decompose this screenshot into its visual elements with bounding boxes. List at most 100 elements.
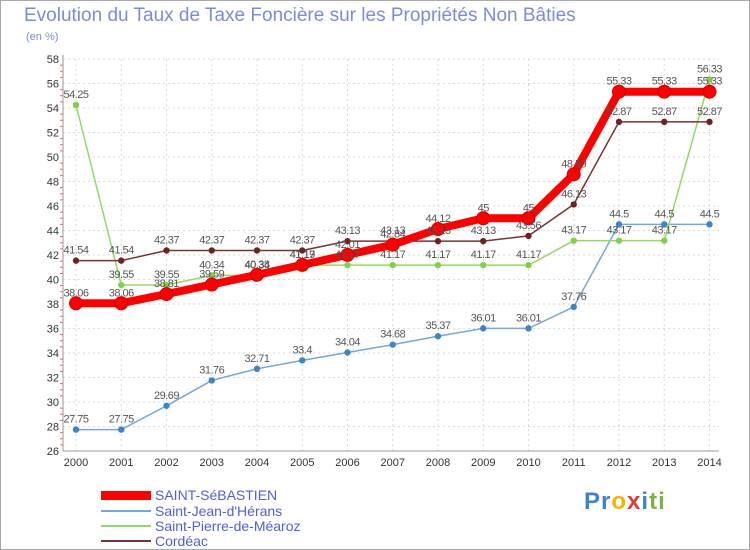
data-label-cordeac: 46.13 — [561, 188, 586, 200]
data-point-cordeac — [299, 247, 306, 254]
y-tick-label: 58 — [47, 54, 59, 66]
x-tick-label: 2009 — [471, 457, 495, 469]
legend-label-cordeac: Cordéac — [155, 533, 208, 549]
y-tick-label: 44 — [47, 226, 59, 238]
data-label-saint-sebastien: 42.84 — [380, 229, 405, 241]
data-label-saint-sebastien: 38.81 — [154, 278, 179, 290]
data-label-saint-jean-d-herans: 32.71 — [244, 353, 269, 365]
data-point-saint-pierre-de-mearoz — [344, 261, 351, 269]
data-label-saint-sebastien: 40.38 — [244, 259, 269, 271]
legend-swatch-cordeac — [101, 540, 151, 542]
data-point-cordeac — [434, 237, 442, 245]
data-point-cordeac — [661, 118, 668, 126]
chart-subtitle: (en %) — [26, 31, 59, 43]
data-label-saint-pierre-de-mearoz: 56.33 — [697, 63, 722, 75]
data-label-cordeac: 42.37 — [154, 234, 179, 246]
data-point-saint-sebastien — [521, 211, 536, 226]
data-point-saint-jean-d-herans — [661, 221, 668, 228]
data-label-cordeac: 43.13 — [425, 225, 450, 237]
data-point-saint-sebastien — [114, 296, 129, 311]
y-tick-label: 28 — [47, 422, 59, 434]
data-label-saint-pierre-de-mearoz: 39.55 — [154, 269, 179, 281]
data-point-saint-sebastien — [702, 84, 717, 99]
data-point-saint-pierre-de-mearoz — [118, 281, 125, 289]
data-label-saint-jean-d-herans: 31.76 — [199, 364, 224, 376]
data-label-saint-pierre-de-mearoz: 41.17 — [380, 249, 405, 261]
data-point-cordeac — [615, 118, 623, 126]
data-label-saint-pierre-de-mearoz: 41.17 — [425, 249, 450, 261]
legend-swatch-saint-sebastien — [101, 491, 151, 500]
proxiti-logo: Proxiti — [584, 488, 666, 516]
data-label-cordeac: 43.13 — [380, 225, 405, 237]
x-tick-label: 2002 — [154, 457, 178, 469]
data-label-saint-pierre-de-mearoz: 41.17 — [516, 249, 541, 261]
legend-label-saint-pierre-de-mearoz: Saint-Pierre-de-Méaroz — [155, 518, 301, 534]
data-point-saint-sebastien — [566, 167, 581, 182]
data-point-saint-sebastien — [476, 211, 491, 226]
data-label-saint-sebastien: 55.33 — [606, 76, 631, 88]
data-label-saint-sebastien: 44.12 — [425, 213, 450, 225]
data-label-saint-pierre-de-mearoz: 43.17 — [606, 225, 631, 237]
data-label-cordeac: 42.37 — [290, 234, 315, 246]
data-point-saint-jean-d-herans — [434, 333, 442, 340]
data-label-saint-jean-d-herans: 35.37 — [425, 320, 450, 332]
data-point-saint-pierre-de-mearoz — [434, 261, 442, 269]
data-point-cordeac — [208, 247, 215, 254]
legend-label-saint-sebastien: SAINT-SéBASTIEN — [155, 487, 278, 503]
data-point-cordeac — [525, 232, 532, 240]
data-point-cordeac — [253, 247, 261, 254]
data-point-cordeac — [344, 237, 351, 245]
data-point-cordeac — [570, 201, 577, 208]
data-label-cordeac: 43.13 — [471, 225, 496, 237]
y-tick-label: 50 — [47, 152, 59, 164]
data-label-saint-sebastien: 38.06 — [109, 287, 134, 299]
data-label-saint-pierre-de-mearoz: 41.17 — [335, 249, 360, 261]
data-point-saint-sebastien — [69, 296, 83, 311]
data-label-saint-jean-d-herans: 34.04 — [335, 337, 360, 349]
data-label-saint-jean-d-herans: 37.76 — [561, 291, 586, 303]
data-point-cordeac — [706, 118, 713, 126]
data-point-saint-sebastien — [657, 84, 672, 99]
data-label-cordeac: 43.56 — [516, 220, 541, 232]
data-point-saint-pierre-de-mearoz — [570, 237, 577, 244]
logo-letter: i — [658, 488, 666, 515]
data-point-saint-jean-d-herans — [163, 402, 170, 409]
x-tick-label: 2014 — [697, 457, 721, 469]
logo-letter: o — [611, 488, 628, 515]
legend-swatch-saint-pierre-de-mearoz — [101, 525, 151, 527]
data-label-saint-jean-d-herans: 27.75 — [63, 414, 88, 426]
chart-title: Evolution du Taux de Taxe Foncière sur l… — [24, 5, 576, 26]
y-tick-label: 30 — [47, 397, 59, 409]
data-label-cordeac: 43.13 — [335, 225, 360, 237]
data-point-cordeac — [118, 257, 125, 264]
x-tick-label: 2005 — [290, 457, 314, 469]
legend-swatch-saint-jean-d-herans — [101, 510, 151, 512]
data-label-saint-pierre-de-mearoz: 41.17 — [290, 249, 315, 261]
data-point-saint-sebastien — [250, 267, 264, 282]
x-tick-label: 2004 — [245, 457, 269, 469]
data-point-saint-pierre-de-mearoz — [72, 101, 80, 109]
data-point-saint-sebastien — [612, 84, 626, 99]
data-label-saint-sebastien: 45 — [478, 202, 490, 214]
x-tick-label: 2011 — [562, 457, 586, 469]
y-tick-label: 32 — [47, 373, 59, 385]
data-label-cordeac: 41.54 — [109, 245, 134, 257]
y-tick-label: 40 — [47, 275, 59, 287]
data-point-saint-sebastien — [295, 257, 310, 272]
data-label-cordeac: 42.37 — [199, 234, 224, 246]
data-point-saint-sebastien — [431, 222, 445, 237]
logo-letter: r — [601, 488, 612, 515]
y-tick-label: 36 — [47, 324, 59, 336]
data-point-saint-pierre-de-mearoz — [661, 237, 668, 244]
data-label-cordeac: 52.87 — [606, 106, 631, 118]
x-tick-label: 2000 — [64, 457, 88, 469]
data-label-saint-jean-d-herans: 33.4 — [293, 344, 313, 356]
data-point-saint-jean-d-herans — [570, 303, 577, 311]
data-point-saint-jean-d-herans — [480, 325, 487, 332]
data-label-cordeac: 42.37 — [244, 234, 269, 246]
y-tick-label: 34 — [47, 348, 59, 360]
x-tick-label: 2007 — [381, 457, 405, 469]
data-point-saint-jean-d-herans — [118, 426, 125, 433]
y-tick-label: 46 — [47, 201, 59, 213]
